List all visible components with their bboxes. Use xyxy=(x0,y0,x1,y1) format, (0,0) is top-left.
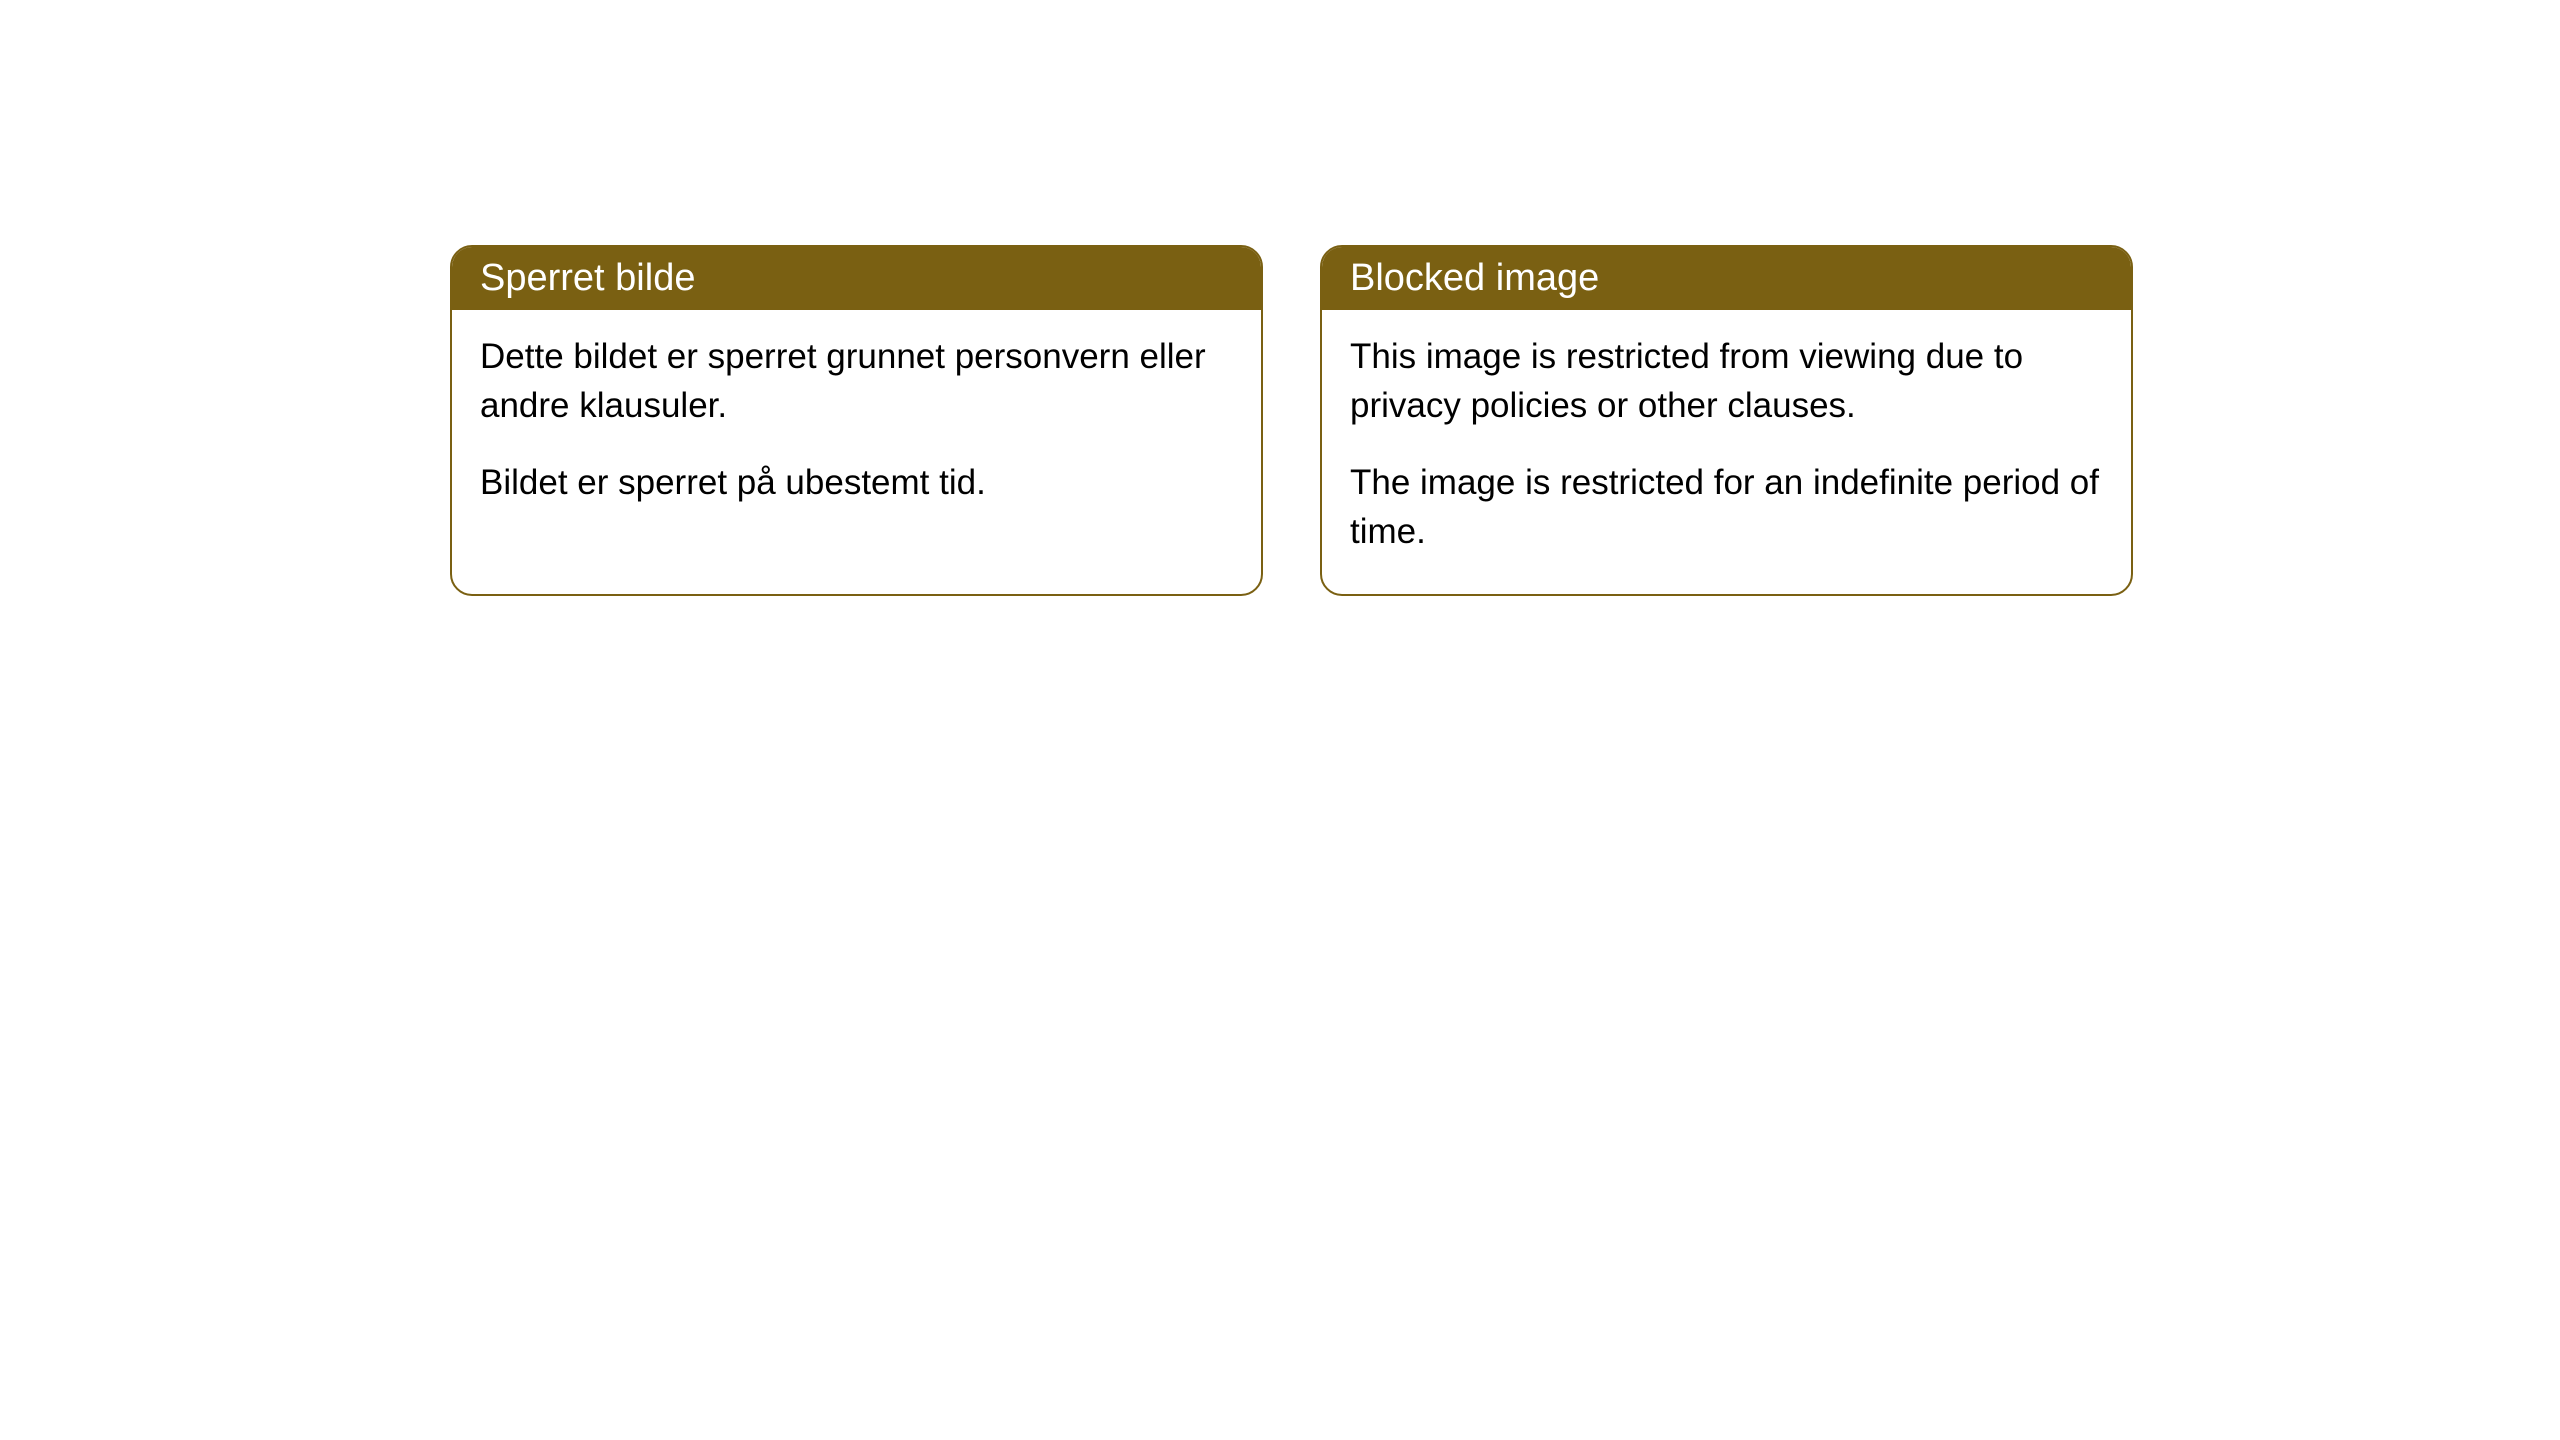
card-body-english: This image is restricted from viewing du… xyxy=(1322,310,2131,594)
card-paragraph: Dette bildet er sperret grunnet personve… xyxy=(480,332,1233,430)
blocked-image-card-english: Blocked image This image is restricted f… xyxy=(1320,245,2133,596)
card-paragraph: This image is restricted from viewing du… xyxy=(1350,332,2103,430)
card-header-english: Blocked image xyxy=(1322,247,2131,310)
blocked-image-card-norwegian: Sperret bilde Dette bildet er sperret gr… xyxy=(450,245,1263,596)
card-header-norwegian: Sperret bilde xyxy=(452,247,1261,310)
card-title: Blocked image xyxy=(1350,257,1599,299)
notice-cards-container: Sperret bilde Dette bildet er sperret gr… xyxy=(450,245,2133,596)
card-paragraph: The image is restricted for an indefinit… xyxy=(1350,458,2103,556)
card-title: Sperret bilde xyxy=(480,257,695,299)
card-paragraph: Bildet er sperret på ubestemt tid. xyxy=(480,458,1233,507)
card-body-norwegian: Dette bildet er sperret grunnet personve… xyxy=(452,310,1261,545)
